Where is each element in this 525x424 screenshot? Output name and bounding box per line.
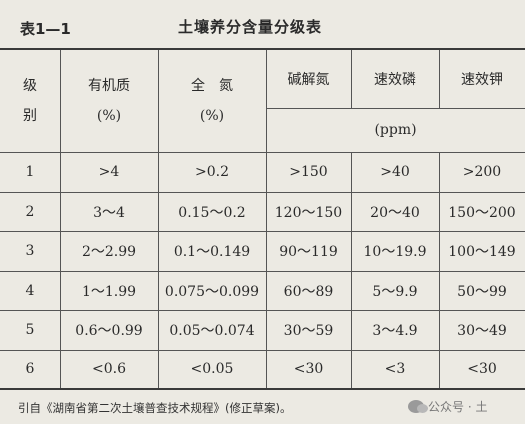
grid-line [60, 50, 61, 388]
grid-line [0, 350, 525, 351]
cell-organic-matter: >4 [98, 164, 120, 180]
nutrient-grading-table: 级 别 有机质 (%) 全 氮 (%) 碱解氮 速效磷 速效钾 (ppm) 1 >… [0, 48, 525, 390]
watermark-text: 公众号 · 土 [428, 400, 488, 414]
om-header-line1: 有机质 [88, 78, 130, 94]
cell-organic-matter: 3～4 [93, 204, 125, 221]
wechat-icon [408, 400, 428, 413]
grid-line [351, 50, 352, 108]
cell-organic-matter: 2～2.99 [81, 244, 137, 260]
grid-line [0, 310, 525, 311]
grid-line [0, 192, 525, 193]
grid-line [266, 108, 525, 109]
column-header-available-phosphorus: 速效磷 [374, 72, 416, 88]
tn-header-line1: 全 氮 [191, 78, 233, 94]
grid-line [351, 152, 352, 388]
cell-available-phosphorus: 3～4.9 [372, 323, 418, 339]
cell-available-potassium: 30～49 [457, 323, 507, 339]
cell-available-nitrogen: <30 [293, 361, 324, 377]
cell-available-nitrogen: 90～119 [279, 244, 338, 260]
cell-level: 1 [25, 164, 35, 180]
grid-line [158, 50, 159, 388]
grid-line [0, 271, 525, 272]
table-number: 表1—1 [20, 20, 71, 38]
column-header-organic-matter: 有机质 (%) [60, 50, 158, 152]
watermark: 公众号 · 土 [408, 398, 487, 415]
cell-available-potassium: >200 [462, 164, 502, 180]
cell-available-nitrogen: >150 [289, 164, 328, 180]
column-header-available-nitrogen: 碱解氮 [287, 72, 330, 88]
cell-level: 6 [25, 361, 35, 377]
source-note: 引自《湖南省第二次土壤普查技术规程》(修正草案)。 [18, 401, 292, 415]
cell-available-potassium: 50～99 [457, 283, 507, 300]
table-header: 表1—1 土壤养分含量分级表 [0, 0, 525, 48]
cell-level: 5 [25, 322, 35, 338]
om-header-line2: (%) [96, 108, 122, 124]
cell-organic-matter: <0.6 [92, 361, 126, 377]
level-header-line2: 别 [23, 108, 37, 124]
cell-total-nitrogen: 0.075～0.099 [164, 283, 260, 300]
grid-line [439, 50, 440, 108]
column-header-available-potassium: 速效钾 [461, 72, 503, 88]
cell-organic-matter: 1～1.99 [81, 283, 137, 300]
cell-available-phosphorus: >40 [380, 164, 410, 180]
column-header-level: 级 别 [0, 50, 60, 152]
column-header-total-nitrogen: 全 氮 (%) [158, 50, 266, 152]
level-header-line1: 级 [23, 78, 37, 94]
cell-available-nitrogen: 120～150 [274, 204, 343, 221]
cell-available-nitrogen: 60～89 [283, 283, 334, 300]
cell-total-nitrogen: 0.15～0.2 [178, 204, 246, 221]
cell-total-nitrogen: 0.05～0.074 [169, 323, 255, 339]
cell-level: 2 [25, 203, 35, 220]
cell-available-potassium: <30 [467, 361, 497, 377]
cell-organic-matter: 0.6～0.99 [75, 323, 143, 339]
cell-available-phosphorus: <3 [384, 361, 406, 377]
cell-available-potassium: 100～149 [448, 244, 516, 260]
cell-available-nitrogen: 30～59 [283, 323, 334, 339]
cell-available-phosphorus: 5～9.9 [372, 283, 418, 300]
cell-available-phosphorus: 10～19.9 [363, 244, 427, 260]
grid-line [266, 50, 267, 388]
grid-line [439, 152, 440, 388]
cell-total-nitrogen: >0.2 [195, 164, 229, 180]
cell-available-potassium: 150～200 [448, 204, 516, 221]
cell-total-nitrogen: <0.05 [190, 361, 234, 377]
grid-line [0, 152, 525, 153]
unit-ppm: (ppm) [374, 122, 417, 138]
cell-total-nitrogen: 0.1～0.149 [173, 244, 251, 260]
tn-header-line2: (%) [199, 108, 225, 124]
cell-level: 3 [25, 243, 35, 259]
cell-level: 4 [25, 282, 35, 299]
grid-line [0, 231, 525, 232]
table-title: 土壤养分含量分级表 [178, 18, 323, 36]
cell-available-phosphorus: 20～40 [370, 204, 420, 221]
